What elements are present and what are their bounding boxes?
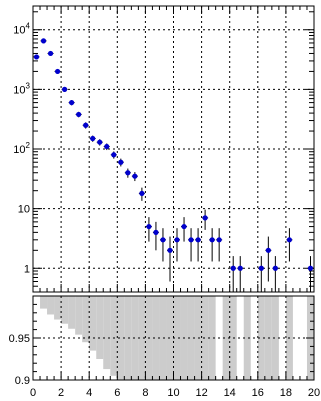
- data-point: [76, 111, 82, 118]
- band-bar: [54, 296, 62, 320]
- x-tick-label: 16: [252, 387, 264, 399]
- data-point: [125, 170, 131, 176]
- data-point: [62, 86, 68, 92]
- bottom-y-tick-labels: 0.95 0.9: [9, 333, 30, 387]
- data-point: [307, 265, 314, 271]
- band-bar: [201, 296, 209, 380]
- band-bar: [187, 296, 195, 380]
- top-grid: [33, 6, 314, 292]
- x-tick-label: 10: [167, 387, 179, 399]
- band-bar: [208, 296, 216, 380]
- data-point: [265, 247, 271, 253]
- bottom-y-tick-label: 0.95: [9, 333, 30, 345]
- bottom-bars: [40, 296, 314, 380]
- data-point: [139, 190, 145, 197]
- data-point: [209, 237, 215, 243]
- band-bar: [89, 296, 97, 351]
- data-point: [33, 54, 40, 60]
- x-tick-label: 4: [86, 387, 92, 399]
- data-point: [40, 38, 47, 44]
- data-point: [188, 237, 194, 243]
- x-tick-label: 18: [280, 387, 292, 399]
- top-y-tick-label: 1: [24, 263, 30, 275]
- data-point: [230, 265, 236, 271]
- band-bar: [82, 296, 90, 343]
- band-bar: [138, 296, 146, 380]
- band-bar: [173, 296, 181, 380]
- band-bar: [152, 296, 160, 380]
- data-point: [132, 173, 138, 179]
- data-point: [160, 237, 166, 243]
- band-bar: [61, 296, 69, 324]
- data-point: [258, 265, 264, 271]
- band-bar: [68, 296, 76, 329]
- data-point: [195, 237, 201, 243]
- band-bar: [222, 296, 230, 380]
- band-bar: [110, 296, 118, 376]
- top-y-tick-label: 104: [13, 22, 30, 37]
- band-bar: [257, 296, 265, 380]
- data-point: [104, 143, 110, 150]
- data-point: [272, 265, 278, 271]
- data-point: [237, 265, 243, 271]
- top-y-tick-label: 10: [18, 204, 30, 216]
- data-point: [69, 99, 75, 106]
- data-point: [47, 50, 54, 57]
- data-point: [97, 139, 103, 145]
- data-point: [118, 159, 124, 165]
- data-point: [146, 223, 152, 230]
- x-tick-label: 12: [195, 387, 207, 399]
- data-point: [286, 237, 293, 243]
- band-bar: [75, 296, 83, 335]
- data-point: [83, 122, 89, 128]
- x-tick-label: 6: [114, 387, 120, 399]
- band-bar: [40, 296, 48, 309]
- bottom-panel: 0.95 0.9 0 2 4 6 8 10 12 14 16 18 20: [9, 295, 320, 399]
- data-point: [111, 152, 117, 158]
- x-tick-label: 8: [142, 387, 148, 399]
- band-bar: [117, 296, 125, 380]
- bottom-y-tick-label: 0.9: [15, 375, 30, 387]
- data-point: [181, 223, 187, 230]
- band-bar: [103, 296, 111, 370]
- x-tick-labels: 0 2 4 6 8 10 12 14 16 18 20: [30, 387, 320, 399]
- data-point: [202, 215, 208, 221]
- data-point: [153, 229, 159, 235]
- x-tick-label: 0: [30, 387, 36, 399]
- data-point: [54, 68, 61, 75]
- data-point: [216, 237, 222, 243]
- data-point: [167, 247, 173, 253]
- data-point: [90, 135, 96, 142]
- x-tick-label: 14: [224, 387, 236, 399]
- bottom-ticks: [32, 295, 315, 381]
- bottom-panel-frame: [32, 295, 315, 381]
- data-point: [174, 237, 180, 243]
- band-bar: [47, 296, 55, 315]
- x-tick-label: 20: [308, 387, 320, 399]
- band-bar: [243, 296, 251, 380]
- band-bar: [159, 296, 167, 380]
- top-y-tick-label: 102: [13, 141, 30, 156]
- top-points: [33, 38, 314, 292]
- top-y-tick-label: 103: [13, 81, 30, 96]
- band-bar: [271, 296, 279, 380]
- band-bar: [124, 296, 132, 380]
- x-tick-label: 2: [58, 387, 64, 399]
- bottom-grid: [33, 296, 314, 380]
- band-bar: [96, 296, 104, 359]
